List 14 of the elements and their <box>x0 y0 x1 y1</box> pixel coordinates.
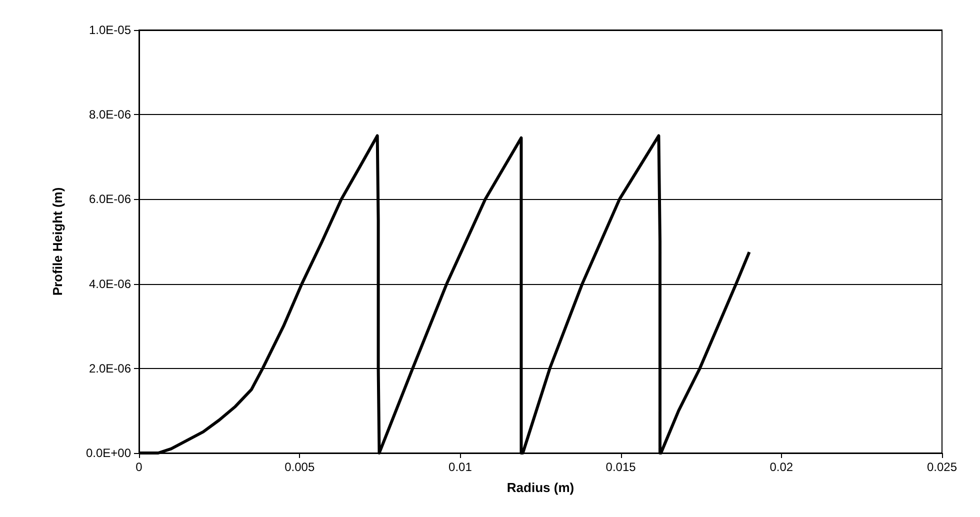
y-axis-title: Profile Height (m) <box>50 187 65 296</box>
x-tick-label: 0.02 <box>770 460 794 474</box>
x-tick-label: 0.005 <box>284 460 315 474</box>
y-tick-label: 1.0E-05 <box>88 23 132 37</box>
y-tick-label: 8.0E-06 <box>88 108 132 122</box>
x-axis-title: Radius (m) <box>506 480 574 495</box>
y-tick-label: 6.0E-06 <box>88 192 132 206</box>
x-tick-label: 0.025 <box>926 460 958 474</box>
x-tick-label: 0.015 <box>606 460 636 474</box>
x-tick-label: 0.01 <box>448 460 472 474</box>
y-tick-label: 2.0E-06 <box>88 361 132 376</box>
y-tick-label: 4.0E-06 <box>88 276 132 291</box>
y-tick-label: 0.0E+00 <box>86 446 132 460</box>
x-tick-label: 0 <box>136 460 143 474</box>
